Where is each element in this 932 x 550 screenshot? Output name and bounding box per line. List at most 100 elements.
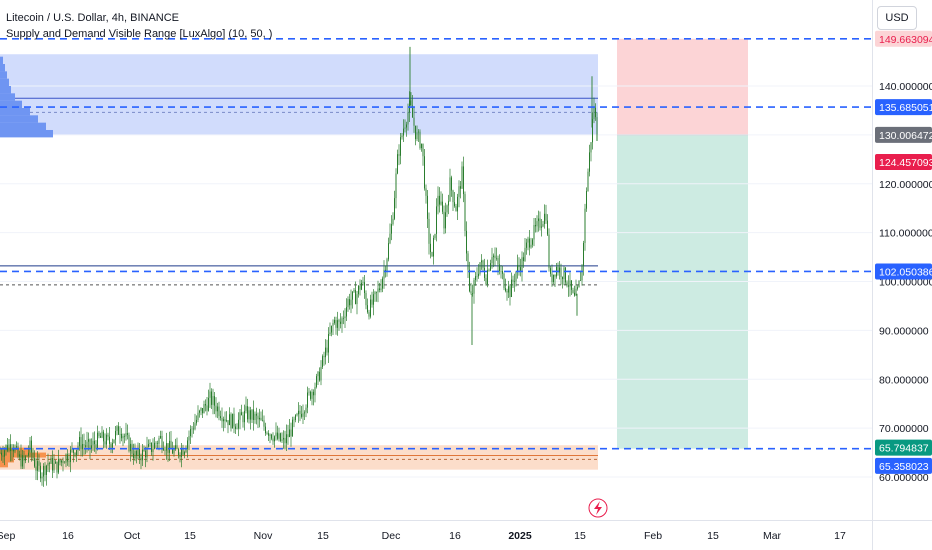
supply-zone [0,54,598,135]
candle-body [164,449,166,451]
candle-body [52,457,53,471]
candle-body [274,436,275,442]
candle-body [304,412,305,414]
candle-body [67,454,68,462]
candle-body [16,446,17,448]
candle-body [484,267,485,278]
supply-profile-bar [0,129,53,138]
candle-body [403,128,404,136]
candle-body [8,444,10,451]
candle-body [422,143,424,157]
candle-body [509,286,511,298]
candle-body [101,431,103,438]
candle-body [10,444,11,452]
candle-body [451,177,452,191]
candle-body [130,443,131,452]
candle-body [491,257,493,264]
candle-body [575,288,577,296]
candle-body [413,117,415,126]
candle-body [457,196,458,212]
candle-body [161,435,163,449]
candle-body [271,434,272,439]
indicator-title[interactable]: Supply and Demand Visible Range [LuxAlgo… [6,28,273,40]
candle-body [98,432,100,437]
candle-body [596,117,598,141]
candle-body [533,225,535,240]
price-tag-label: 149.663094 [879,34,932,46]
candle-body [143,449,145,451]
candle-body [563,267,565,280]
candle-body [416,132,418,140]
candle-body [308,391,310,393]
candle-body [475,276,476,281]
currency-selector[interactable]: USD [877,6,917,30]
candle-body [499,264,500,271]
candle-body [532,239,533,245]
candle-body [44,465,46,475]
candle-body [568,285,569,287]
candle-body [0,452,1,454]
candle-body [199,410,200,413]
candle-body [260,417,262,421]
candle-body [595,107,596,118]
supply-profile-bar [0,122,46,131]
candle-body [97,432,98,449]
candle-body [580,280,581,281]
candle-body [488,270,490,271]
candle-body [173,449,175,454]
candle-body [415,125,416,140]
candle-body [217,406,218,412]
candle-body [316,376,317,387]
candle-body [515,271,517,282]
candle-body [286,434,287,444]
candle-body [46,465,47,475]
supply-profile-bar [0,107,30,116]
candle-body [571,280,572,290]
candle-body [427,195,428,219]
candle-body [218,406,220,417]
x-tick-label: 17 [834,530,846,542]
candle-body [298,410,299,415]
candle-body [295,415,296,420]
candle-body [106,434,107,445]
y-tick-label: 70.000000 [879,423,929,435]
y-tick-label: 110.000000 [879,228,932,240]
candle-body [560,267,562,277]
candle-body [344,316,346,319]
candle-body [257,415,259,420]
candle-body [94,440,95,445]
candle-body [43,465,44,477]
candle-body [290,429,292,437]
candle-body [478,273,479,277]
candle-body [254,413,256,421]
candle-body [61,460,62,463]
candle-body [124,436,125,437]
candle-body [287,434,289,438]
candle-body [358,286,359,295]
price-tag [875,439,932,456]
x-tick-label: 16 [62,530,74,542]
candle-body [50,457,52,464]
candle-body [28,452,29,456]
candle-body [458,186,460,197]
candle-body [239,412,241,420]
candle-body [464,194,466,231]
candle-body [481,260,482,263]
candle-body [518,264,520,268]
candle-body [361,282,362,290]
y-tick-label: 120.000000 [879,179,932,191]
position-target-zone [617,134,748,449]
candle-body [221,418,223,422]
candle-body [454,202,455,207]
candle-body [65,454,67,463]
candle-body [137,449,139,456]
candle-body [190,429,191,437]
candle-body [467,253,469,270]
candle-body [185,448,187,453]
candle-body [110,443,112,448]
candle-body [49,463,50,464]
candle-body [350,299,352,306]
candle-body [245,406,247,411]
candle-body [473,280,475,294]
